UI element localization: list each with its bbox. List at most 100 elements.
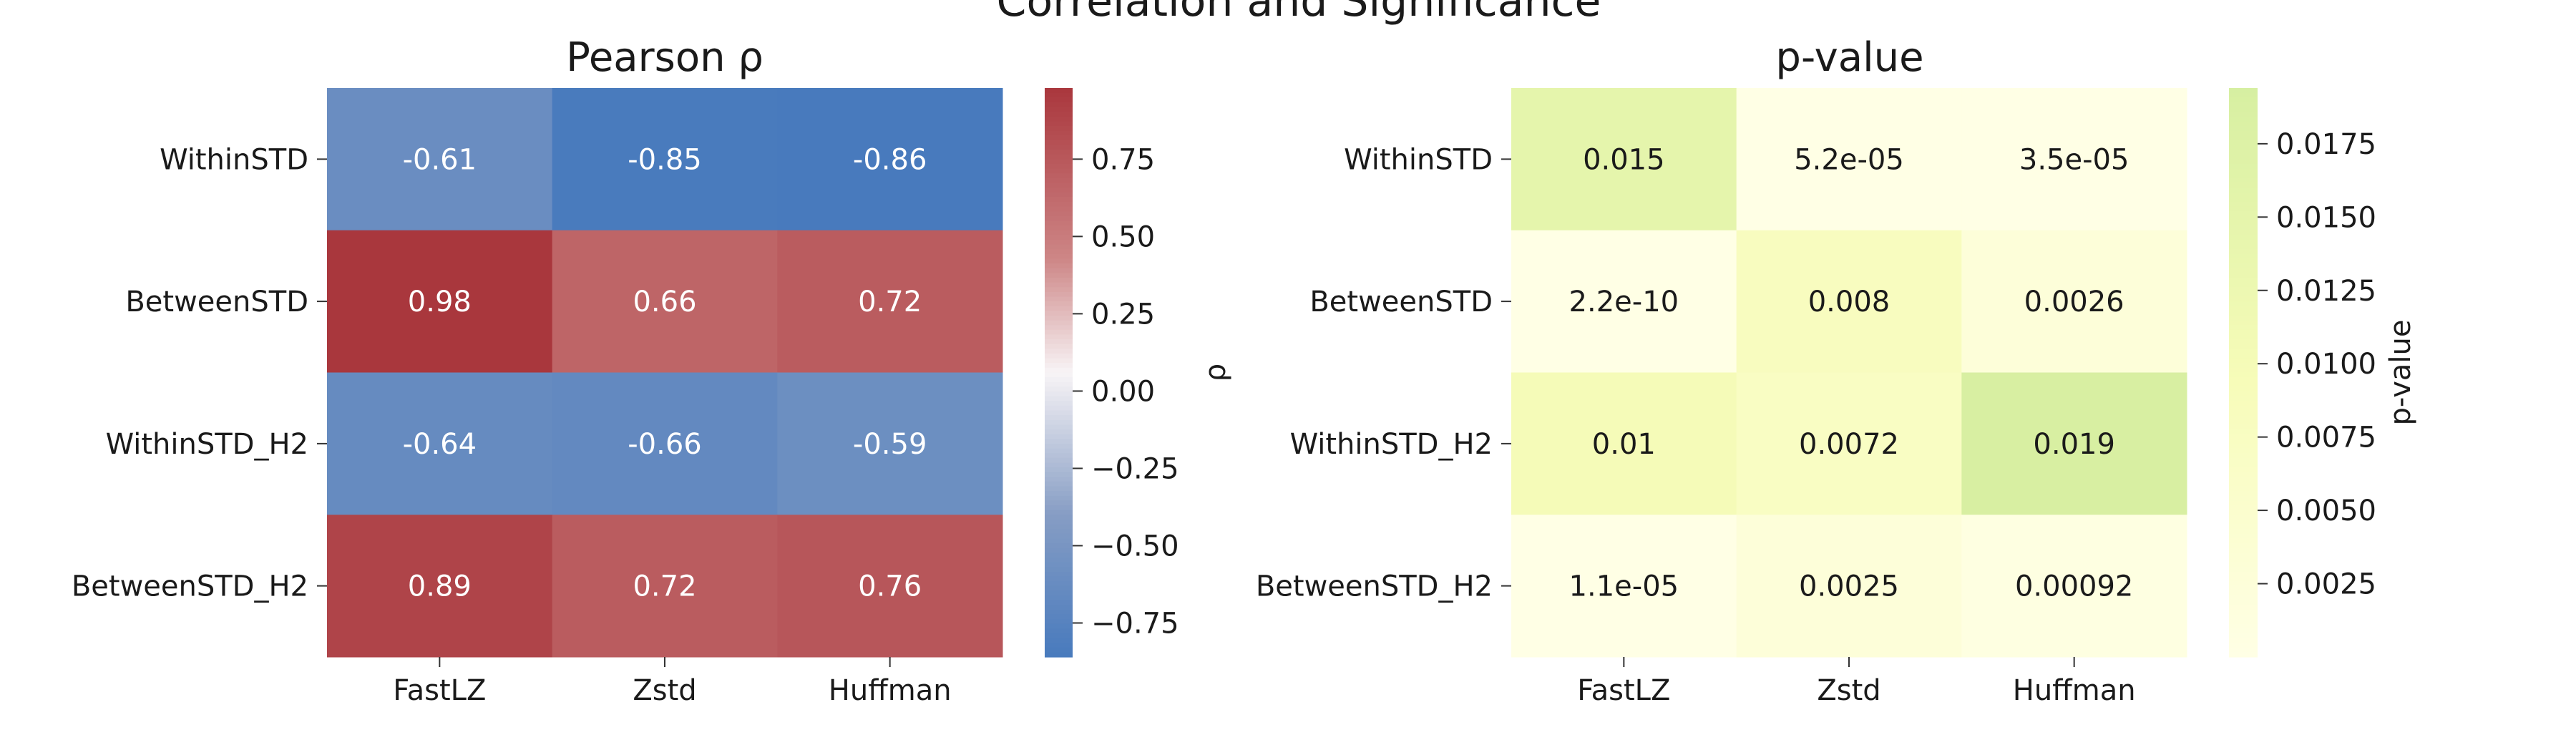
pvalue-colorbar-segment (2229, 647, 2258, 653)
pearson-colorbar-segment (1045, 363, 1073, 369)
pearson-colorbar-segment (1045, 623, 1073, 629)
pearson-colorbar-segment (1045, 538, 1073, 544)
pearson-colorbar-segment (1045, 477, 1073, 482)
pvalue-colorbar-segment (2229, 553, 2258, 558)
pvalue-colorbar-segment (2229, 381, 2258, 387)
pearson-colorbar-segment (1045, 154, 1073, 160)
pearson-colorbar-segment (1045, 457, 1073, 463)
pvalue-colorbar-segment (2229, 116, 2258, 122)
pvalue-colorbar-segment (2229, 220, 2258, 226)
pearson-colorbar-segment (1045, 633, 1073, 639)
pvalue-colorbar-segment (2229, 202, 2258, 208)
pvalue-colorbar-segment (2229, 605, 2258, 610)
pvalue-colorbar-segment (2229, 486, 2258, 492)
pvalue-colorbar-segment (2229, 633, 2258, 639)
pearson-cell (327, 515, 553, 658)
pvalue-colorbar-segment (2229, 377, 2258, 383)
pvalue-xtick-label: FastLZ (1577, 674, 1670, 707)
pearson-cell (327, 230, 553, 373)
pearson-colorbar-segment (1045, 92, 1073, 98)
pearson-colorbar-segment (1045, 329, 1073, 336)
pvalue-colorbar-segment (2229, 491, 2258, 497)
pvalue-colorbar-segment (2229, 405, 2258, 412)
pearson-cell-label: 0.76 (858, 570, 922, 603)
pvalue-colorbar-segment (2229, 505, 2258, 511)
pearson-colorbar-segment (1045, 88, 1073, 94)
pearson-colorbar-segment (1045, 188, 1073, 193)
pvalue-colorbar-segment (2229, 164, 2258, 170)
pearson-colorbar-segment (1045, 386, 1073, 392)
pvalue-colorbar-segment (2229, 92, 2258, 98)
pvalue-colorbar-segment (2229, 258, 2258, 264)
pearson-colorbar-segment (1045, 320, 1073, 326)
pvalue-colorbar-segment (2229, 367, 2258, 374)
pearson-ytick-label: WithinSTD_H2 (106, 428, 308, 461)
pearson-colorbar-segment (1045, 140, 1073, 146)
pearson-colorbar-segment (1045, 553, 1073, 558)
pvalue-colorbar-segment (2229, 249, 2258, 255)
pearson-colorbar-segment (1045, 424, 1073, 430)
pearson-colorbar-segment (1045, 192, 1073, 198)
pvalue-colorbar-segment (2229, 453, 2258, 459)
pvalue-cell (1736, 88, 1962, 231)
pvalue-colorbar-segment (2229, 192, 2258, 198)
pearson-colorbar-segment (1045, 316, 1073, 321)
pearson-colorbar-segment (1045, 182, 1073, 188)
pvalue-colorbar-segment (2229, 595, 2258, 601)
pearson-colorbar-segment (1045, 472, 1073, 477)
pearson-colorbar-segment (1045, 628, 1073, 634)
pvalue-colorbar-segment (2229, 97, 2258, 103)
pearson-colorbar-segment (1045, 548, 1073, 553)
pvalue-colorbar-segment (2229, 211, 2258, 217)
pvalue-colorbar-segment (2229, 386, 2258, 392)
pearson-colorbar-segment (1045, 225, 1073, 231)
pearson-cell-label: 0.66 (633, 286, 696, 318)
pvalue-colorbar-segment (2229, 358, 2258, 364)
pvalue-colorbar-segment (2229, 614, 2258, 620)
pearson-colorbar-segment (1045, 358, 1073, 364)
pvalue-cell (1961, 230, 2187, 373)
pvalue-ytick-label: WithinSTD_H2 (1290, 428, 1493, 461)
pvalue-colorbar-segment (2229, 623, 2258, 629)
pearson-colorbar-segment (1045, 278, 1073, 283)
pvalue-colorbar-segment (2229, 439, 2258, 444)
pearson-colorbar-segment (1045, 253, 1073, 260)
pearson-cell (327, 88, 553, 231)
pvalue-colorbar-segment (2229, 424, 2258, 430)
pearson-colorbar-segment (1045, 334, 1073, 340)
pvalue-colorbar-segment (2229, 391, 2258, 397)
pvalue-colorbar-tick-label: 0.0075 (2276, 422, 2376, 454)
pvalue-colorbar-tick-label: 0.0025 (2276, 568, 2376, 601)
pvalue-colorbar-segment (2229, 477, 2258, 482)
pearson-colorbar-segment (1045, 206, 1073, 212)
pvalue-colorbar-segment (2229, 628, 2258, 634)
pearson-colorbar-segment (1045, 107, 1073, 112)
pearson-colorbar-tick-label: 0.75 (1091, 143, 1155, 176)
pvalue-colorbar-tick-label: 0.0175 (2276, 128, 2376, 161)
pearson-colorbar-segment (1045, 145, 1073, 150)
pearson-colorbar-tick-label: 0.50 (1091, 220, 1155, 253)
pvalue-cell-label: 1.1e-05 (1569, 570, 1679, 603)
pvalue-cell (1511, 372, 1737, 515)
pvalue-cell-label: 3.5e-05 (2019, 143, 2129, 176)
pearson-colorbar-segment (1045, 419, 1073, 425)
pvalue-colorbar-segment (2229, 576, 2258, 582)
pearson-colorbar-segment (1045, 354, 1073, 359)
pvalue-colorbar-segment (2229, 510, 2258, 515)
pvalue-cell (1736, 372, 1962, 515)
pvalue-colorbar-segment (2229, 448, 2258, 454)
pvalue-colorbar-segment (2229, 538, 2258, 544)
pvalue-colorbar-segment (2229, 481, 2258, 487)
pvalue-colorbar-segment (2229, 268, 2258, 273)
pearson-colorbar-segment (1045, 619, 1073, 625)
pvalue-colorbar-segment (2229, 244, 2258, 250)
pvalue-colorbar-segment (2229, 557, 2258, 563)
pvalue-ytick-label: WithinSTD (1344, 143, 1493, 176)
pearson-colorbar-segment (1045, 244, 1073, 250)
pvalue-colorbar-segment (2229, 168, 2258, 174)
pvalue-cell-label: 0.0072 (1799, 428, 1899, 461)
pearson-colorbar-tick-label: −0.75 (1091, 607, 1179, 640)
pvalue-colorbar-segment (2229, 296, 2258, 302)
pvalue-colorbar-segment (2229, 467, 2258, 473)
pvalue-colorbar-segment (2229, 363, 2258, 369)
